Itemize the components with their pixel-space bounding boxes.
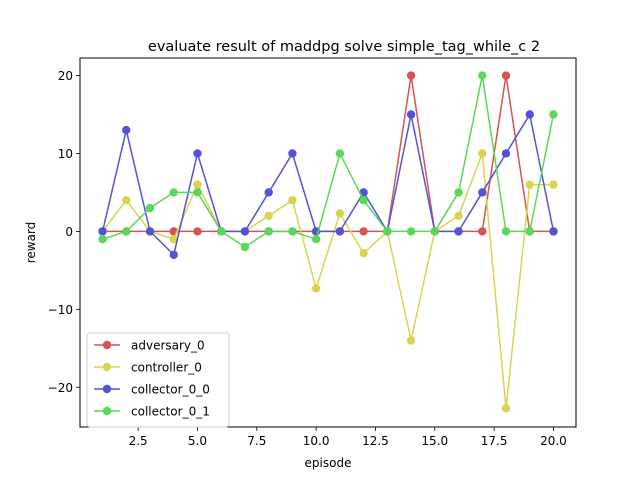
x-axis-label: episode <box>305 456 352 470</box>
y-axis-ticks: −20 −10 0 10 20 <box>48 69 80 395</box>
y-axis-label: reward <box>24 222 38 264</box>
data-point-controller_0 <box>264 211 273 221</box>
data-point-adversary_0 <box>478 227 487 236</box>
data-point-collector_0_0 <box>406 110 416 119</box>
data-point-collector_0_1 <box>406 227 416 236</box>
legend-marker-adversary_0 <box>102 340 112 350</box>
data-point-collector_0_1 <box>98 234 107 244</box>
series-line-controller_0 <box>101 152 554 410</box>
legend-box <box>86 332 230 428</box>
data-point-controller_0 <box>454 211 463 221</box>
legend-label-adversary_0: adversary_0 <box>131 339 205 353</box>
data-point-collector_0_1 <box>311 234 321 244</box>
data-point-collector_0_1 <box>288 227 297 236</box>
data-point-controller_0 <box>122 196 131 205</box>
data-point-adversary_0 <box>359 227 368 236</box>
plot-frame <box>79 57 577 428</box>
data-point-collector_0_0 <box>478 188 487 197</box>
data-point-collector_0_1 <box>478 71 487 80</box>
data-point-controller_0 <box>525 180 534 189</box>
x-tick-label: 2.5 <box>129 434 148 448</box>
data-point-collector_0_1 <box>169 188 178 197</box>
x-tick-label: 10.0 <box>303 434 330 448</box>
series-line-collector_0_0 <box>101 113 555 256</box>
data-point-collector_0_1 <box>501 227 511 236</box>
legend-marker-collector_0_1 <box>102 406 112 416</box>
data-point-collector_0_0 <box>145 227 155 236</box>
data-point-collector_0_0 <box>240 227 250 236</box>
data-point-collector_0_1 <box>359 196 368 205</box>
data-point-controller_0 <box>359 249 368 258</box>
data-point-adversary_0 <box>193 227 202 236</box>
data-point-controller_0 <box>193 180 202 189</box>
y-tick-label: −10 <box>48 303 73 317</box>
legend-marker-collector_0_0 <box>102 384 112 394</box>
y-tick-label: 20 <box>58 69 73 83</box>
data-point-collector_0_1 <box>217 227 226 236</box>
chart-title: evaluate result of maddpg solve simple_t… <box>148 39 540 55</box>
x-tick-label: 5.0 <box>188 434 207 448</box>
data-point-controller_0 <box>288 196 297 205</box>
data-point-controller_0 <box>406 336 416 345</box>
data-point-collector_0_0 <box>501 149 511 158</box>
data-point-controller_0 <box>311 284 321 293</box>
x-tick-label: 12.5 <box>362 434 389 448</box>
x-tick-label: 20.0 <box>540 434 567 448</box>
data-point-collector_0_1 <box>193 188 202 197</box>
data-point-collector_0_1 <box>454 188 463 197</box>
x-tick-label: 7.5 <box>247 434 266 448</box>
plot-marks <box>98 71 558 413</box>
data-point-controller_0 <box>335 209 345 218</box>
data-point-collector_0_1 <box>430 227 439 236</box>
data-point-collector_0_1 <box>383 227 392 236</box>
data-point-adversary_0 <box>501 71 511 80</box>
legend-label-controller_0: controller_0 <box>131 361 202 375</box>
data-point-collector_0_1 <box>145 203 155 213</box>
data-point-collector_0_0 <box>264 188 273 197</box>
data-point-collector_0_0 <box>335 227 345 236</box>
x-tick-label: 15.0 <box>421 434 448 448</box>
data-point-collector_0_0 <box>549 227 558 236</box>
data-point-adversary_0 <box>406 71 416 80</box>
legend-label-collector_0_0: collector_0_0 <box>131 383 210 397</box>
data-point-collector_0_1 <box>525 227 534 236</box>
legend-marker-controller_0 <box>102 362 112 372</box>
legend: adversary_0 controller_0 collector_0_0coll… <box>86 332 230 428</box>
data-point-collector_0_0 <box>454 227 463 236</box>
data-point-controller_0 <box>549 180 558 189</box>
data-point-collector_0_0 <box>122 125 131 135</box>
data-point-collector_0_1 <box>240 242 250 252</box>
y-tick-label: 0 <box>65 225 73 239</box>
data-point-collector_0_1 <box>122 227 131 236</box>
data-point-collector_0_1 <box>335 149 345 158</box>
y-tick-label: −20 <box>48 381 73 395</box>
data-point-collector_0_0 <box>288 149 297 158</box>
y-tick-label: 10 <box>58 147 73 161</box>
data-point-collector_0_0 <box>525 110 534 119</box>
legend-label-collector_0_1: collector_0_1 <box>131 405 210 419</box>
data-point-controller_0 <box>169 234 178 244</box>
data-point-collector_0_0 <box>98 227 107 236</box>
series-collector_0_1 <box>98 71 558 252</box>
data-point-collector_0_1 <box>549 110 558 119</box>
x-tick-label: 17.5 <box>481 434 508 448</box>
data-point-controller_0 <box>501 404 511 413</box>
x-axis-ticks: 2.5 5.0 7.5 10.0 12.5 15.0 17.5 20.0 <box>129 427 567 448</box>
series-collector_0_0 <box>98 110 558 259</box>
data-point-collector_0_0 <box>169 250 178 259</box>
data-point-collector_0_0 <box>193 149 202 158</box>
data-point-collector_0_1 <box>264 227 273 236</box>
data-point-controller_0 <box>478 149 487 158</box>
